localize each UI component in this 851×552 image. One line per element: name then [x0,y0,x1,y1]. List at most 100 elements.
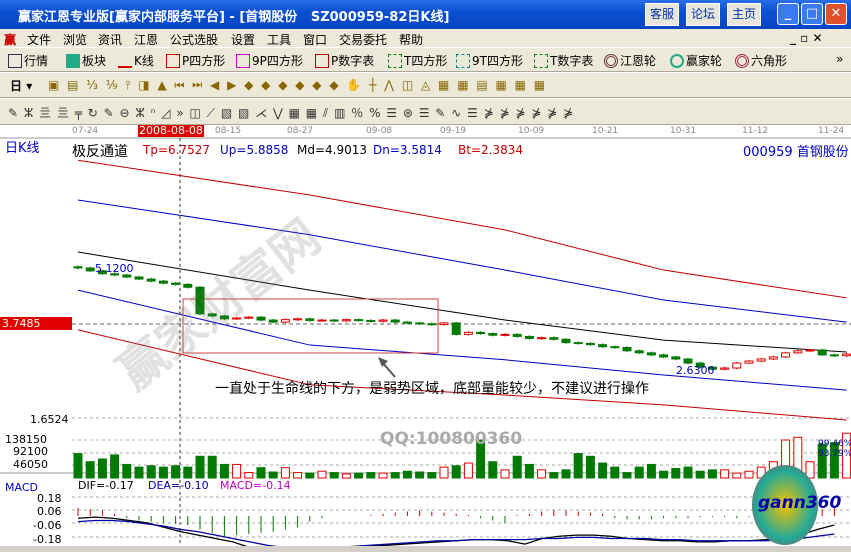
volume-bar [622,472,632,479]
vol-pct-1: 99.46% [818,439,851,449]
indicator-md: Md=4.9013 [297,143,368,157]
menu-settings[interactable]: 设置 [231,33,256,47]
indicator-tp: Tp=6.7527 [143,143,210,157]
wheel2-icon [670,54,684,68]
maximize-icon[interactable]: □ [801,3,823,25]
candle [622,347,632,352]
candle [305,318,315,321]
volume-bar [378,472,388,479]
candle [573,342,583,345]
minimize-icon[interactable]: _ [777,3,799,25]
indicator-bt: Bt=2.3834 [458,143,523,157]
volume-bar [280,467,290,479]
arrow-head-icon [378,357,388,367]
candle [732,362,742,369]
tool-t-table[interactable]: T数字表 [534,52,593,69]
table-icon [8,54,22,68]
candle [451,322,461,335]
volume-bar [451,465,461,479]
menu-help[interactable]: 帮助 [399,33,424,47]
candle [244,316,254,319]
date-tick: 11-24 [818,126,845,136]
tool-hexagon[interactable]: 六角形 [735,52,787,69]
customer-service-button[interactable]: 客服 [645,3,679,26]
candle [256,316,266,321]
volume-bar [366,472,376,479]
tool-p-square[interactable]: P四方形 [166,52,225,69]
tool-sectors[interactable]: 板块 [66,52,106,69]
candle [781,352,791,358]
horizontal-scrollbar[interactable] [0,546,851,552]
volume-bar [561,469,571,479]
tool-p-table[interactable]: P数字表 [315,52,374,69]
forum-button[interactable]: 论坛 [686,3,720,26]
highlight-box [182,298,439,354]
homepage-button[interactable]: 主页 [727,3,761,26]
tool-kline[interactable]: K线 [118,52,154,69]
cursor-date: 2008-08-08 [138,124,204,137]
menu-browse[interactable]: 浏览 [63,33,88,47]
date-tick: 10-21 [592,126,619,136]
t-square-icon [388,54,402,68]
candle [646,352,656,356]
tool-yingjia-wheel[interactable]: 赢家轮 [670,52,722,69]
tool-quotes[interactable]: 行情 [8,52,48,69]
candle [402,321,412,324]
menu-formula[interactable]: 公式选股 [170,33,219,47]
candle [85,267,95,272]
band-bt [77,329,847,421]
date-tick: 10-31 [670,126,697,136]
chart-tool-icons[interactable]: ▣ ▤ ⅓ ⅑ ⫯ ◨ ▲ ⏮ ⏭ ◀ ▶ ◆ ◆ ◆ ◆ ◆ ◆ ✋ ┼ ⋀ … [48,78,548,92]
tool-t-square[interactable]: T四方形 [388,52,447,69]
tool-9t-square[interactable]: 9T四方形 [456,52,523,69]
menu-window[interactable]: 窗口 [303,33,328,47]
vol-axis-2: 92100 [13,445,48,458]
mdi-controls[interactable]: _ ▫ ✕ [790,31,823,45]
macd-axis-2: -0.06 [33,519,62,532]
hexagon-icon [735,54,749,68]
main-toolbar: 行情 板块 K线 P四方形 9P四方形 P数字表 T四方形 9T四方形 T数字表… [0,47,851,72]
menu-file[interactable]: 文件 [27,33,52,47]
volume-bar [195,455,205,479]
more-icon[interactable]: » [836,52,844,66]
menu-tools[interactable]: 工具 [267,33,292,47]
candle [537,337,547,340]
candle [805,349,815,352]
menu-gann[interactable]: 江恩 [134,33,159,47]
date-tick: 08-27 [287,126,314,136]
candle [329,319,339,322]
period-select[interactable]: 日 ▾ [10,79,33,93]
date-tick: 09-08 [366,126,393,136]
candle [598,344,608,348]
drawing-tool-icons[interactable]: ✎ ⵣ 亖 亖 ╤ ↻ ✎ ⊖ ⵣ ⁿ ◿ » ◫ ⟋ ▧ ▧ ⋌ ⋁ ▦ ▦ … [8,106,575,120]
period-label: 日K线 [5,141,40,156]
stock-name: 000959 首钢股份 [743,145,849,160]
volume-bar [329,472,339,479]
date-tick: 11-12 [742,126,769,136]
close-icon[interactable]: ✕ [825,3,847,25]
volume-bar [293,472,303,479]
date-tick: 10-09 [518,126,545,136]
kline-chart[interactable]: 赢家财富网 日K线 07-2408-08-1508-2709-0809-1910… [0,125,851,548]
candle [561,338,571,344]
dea-line [77,519,835,548]
tool-9p-square[interactable]: 9P四方形 [236,52,303,69]
candle [122,274,132,278]
volume-bar [695,470,705,479]
volume-bar [537,469,547,479]
candle [549,337,559,340]
volume-bar [402,470,412,479]
candle [720,367,730,370]
macd-axis-3: -0.18 [33,533,62,546]
volume-bar [439,466,449,479]
volume-bar [146,465,156,479]
menu-trade[interactable]: 交易委托 [339,33,388,47]
candle [341,319,351,322]
candle [427,323,437,326]
tool-gann-wheel[interactable]: 江恩轮 [604,52,656,69]
candle [439,322,449,326]
menu-news[interactable]: 资讯 [98,33,123,47]
volume-bar [549,472,559,479]
date-tick: 08-15 [215,126,242,136]
candle [73,266,83,269]
